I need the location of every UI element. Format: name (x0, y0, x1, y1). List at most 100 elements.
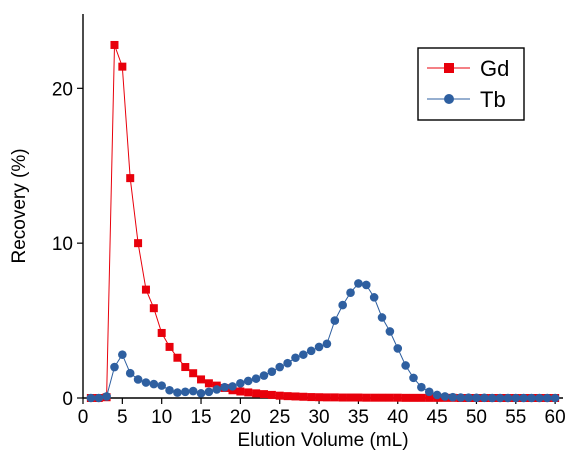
data-point-gd (338, 393, 347, 402)
data-point-gd (370, 393, 379, 402)
x-tick-label: 15 (190, 407, 211, 428)
y-tick-label: 10 (52, 234, 73, 255)
data-point-tb (102, 392, 111, 401)
data-point-tb (377, 313, 387, 322)
data-point-gd (275, 391, 284, 400)
data-point-gd (330, 393, 339, 402)
data-point-tb (550, 393, 560, 403)
data-point-gd (425, 393, 434, 402)
data-point-gd (110, 40, 119, 49)
legend-marker-gd (444, 63, 454, 73)
data-point-tb (236, 378, 245, 388)
x-tick-label: 50 (466, 407, 487, 428)
data-point-tb (251, 374, 261, 383)
data-point-gd (401, 393, 410, 402)
data-point-gd (283, 392, 292, 401)
x-tick-label: 40 (387, 407, 408, 428)
data-point-tb (440, 392, 450, 401)
series-layer (86, 40, 560, 403)
data-point-tb (220, 382, 229, 392)
data-point-gd (244, 388, 253, 397)
data-point-gd (173, 353, 182, 362)
data-point-tb (299, 350, 308, 359)
x-tick-label: 20 (230, 407, 251, 428)
data-point-tb (519, 393, 528, 403)
data-point-tb (424, 387, 434, 397)
axes: 0 5 10 15 20 25 30 35 40 45 50 55 60 0 10 20 (52, 14, 566, 428)
data-point-gd (299, 392, 308, 401)
x-tick-label: 55 (505, 407, 526, 428)
data-point-gd (181, 363, 190, 372)
data-point-gd (385, 393, 394, 402)
x-tick-label: 5 (117, 407, 128, 428)
data-point-gd (346, 393, 355, 402)
legend-label-gd: Gd (480, 56, 509, 81)
data-point-tb (141, 378, 151, 387)
data-point-tb (472, 393, 481, 403)
data-point-gd (307, 393, 316, 402)
x-tick-label: 35 (348, 407, 369, 428)
data-point-tb (291, 353, 300, 363)
data-point-tb (125, 368, 135, 378)
data-point-tb (393, 344, 403, 353)
legend-marker-tb (444, 94, 454, 104)
data-point-gd (134, 239, 143, 248)
data-point-tb (133, 375, 143, 384)
data-point-gd (141, 285, 150, 294)
data-point-tb (432, 390, 442, 400)
data-point-tb (503, 393, 513, 403)
data-point-gd (322, 393, 331, 402)
data-point-tb (338, 300, 347, 310)
data-point-gd (354, 393, 363, 402)
data-point-tb (448, 392, 458, 402)
data-point-tb (173, 388, 182, 397)
data-point-tb (354, 279, 363, 288)
y-tick-label: 20 (52, 79, 73, 100)
data-point-tb (464, 393, 473, 402)
data-point-tb (495, 393, 505, 403)
data-point-tb (94, 393, 104, 403)
y-axis-title: Recovery (%) (9, 148, 30, 263)
data-point-tb (361, 280, 371, 290)
data-point-gd (409, 393, 418, 402)
data-point-tb (314, 342, 324, 352)
data-point-tb (180, 387, 190, 397)
data-point-gd (189, 369, 198, 378)
data-point-tb (275, 362, 285, 372)
data-point-tb (542, 393, 552, 403)
x-tick-label: 60 (545, 407, 566, 428)
data-point-gd (126, 174, 135, 183)
data-point-tb (283, 358, 292, 368)
data-point-gd (204, 379, 213, 388)
data-point-gd (149, 304, 158, 313)
x-tick-label: 10 (151, 407, 172, 428)
data-point-tb (385, 327, 395, 336)
data-point-tb (306, 346, 316, 356)
data-point-tb (535, 393, 544, 403)
data-point-tb (149, 379, 159, 389)
data-point-tb (259, 371, 269, 380)
data-point-gd (165, 342, 174, 351)
data-point-gd (362, 393, 371, 402)
data-point-tb (228, 382, 237, 391)
data-point-tb (417, 382, 426, 392)
data-point-gd (236, 387, 245, 396)
data-point-tb (346, 288, 355, 298)
legend: Gd Tb (417, 47, 525, 121)
data-point-gd (291, 392, 300, 401)
data-point-tb (369, 293, 379, 302)
data-point-tb (118, 350, 127, 359)
data-point-tb (322, 339, 332, 349)
x-tick-label: 0 (78, 407, 89, 428)
data-point-tb (527, 393, 536, 403)
x-tick-label: 45 (427, 407, 448, 428)
data-point-tb (487, 393, 497, 403)
data-point-tb (511, 393, 521, 403)
legend-box (417, 47, 525, 121)
legend-label-tb: Tb (480, 87, 506, 112)
data-point-gd (315, 393, 324, 402)
data-point-gd (252, 389, 261, 398)
data-point-gd (118, 62, 127, 71)
x-axis-title: Elution Volume (mL) (237, 430, 408, 451)
